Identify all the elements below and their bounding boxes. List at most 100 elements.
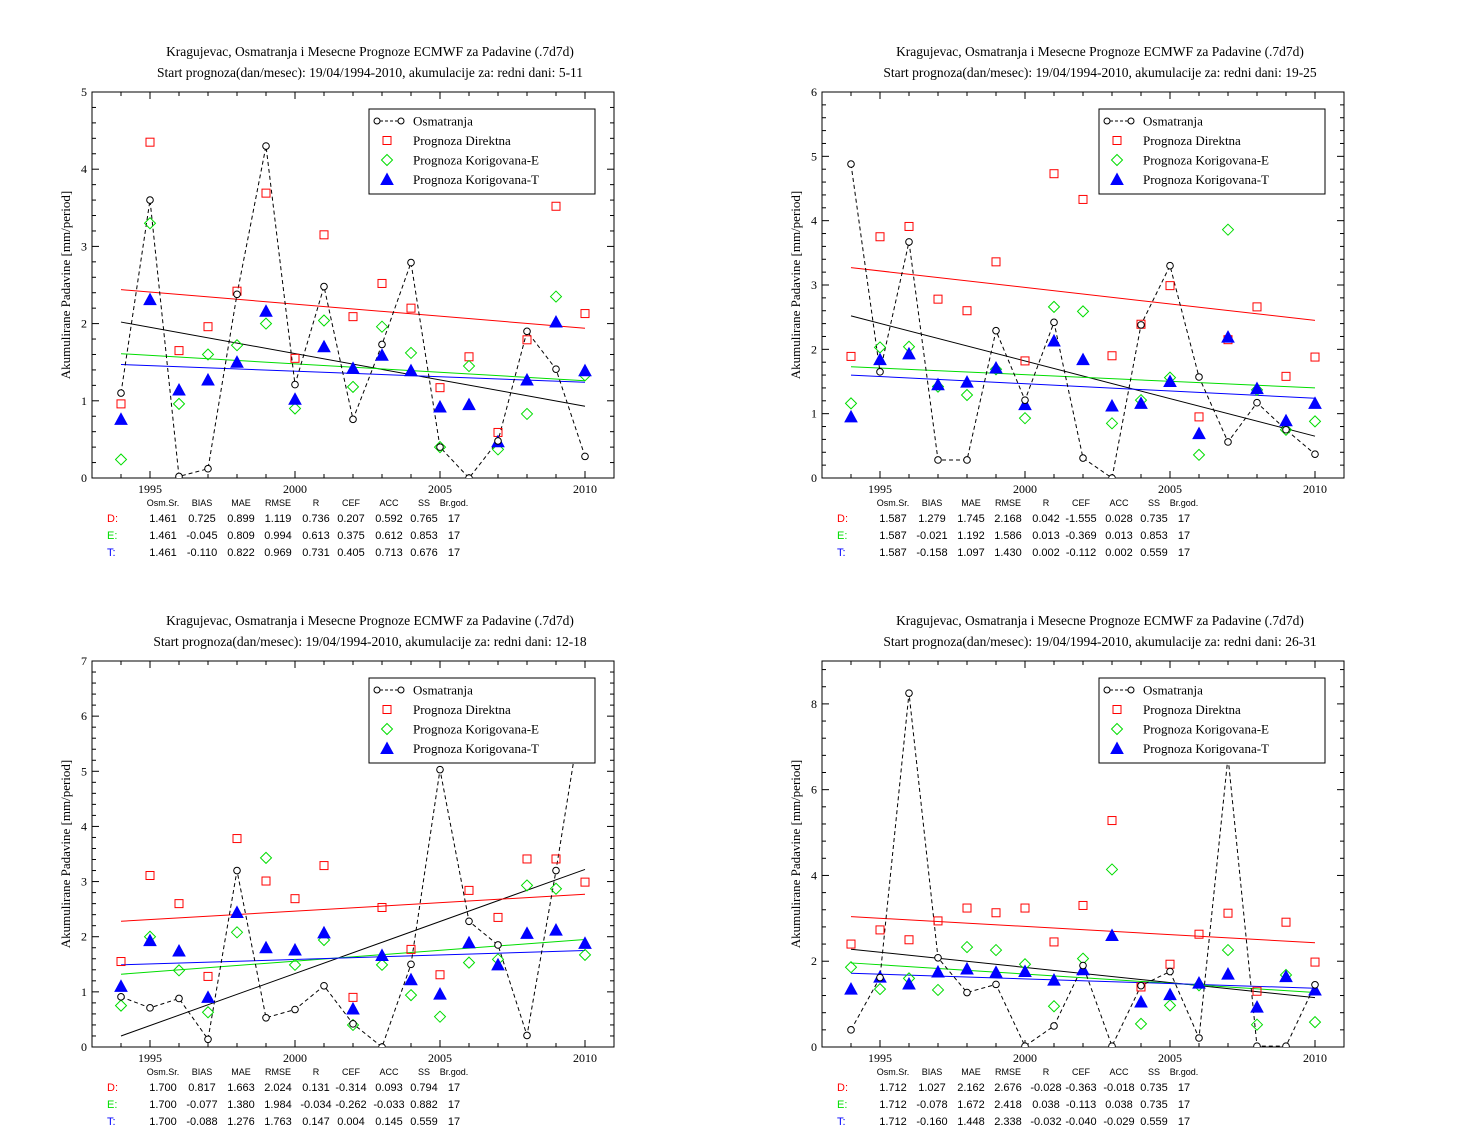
legend-marker-corr-t <box>380 741 394 754</box>
point-direct <box>1281 917 1291 927</box>
chart-title: Kragujevac, Osmatranja i Mesecne Prognoz… <box>166 613 574 628</box>
point-corr-t <box>1163 987 1177 1001</box>
point-obs <box>552 866 560 875</box>
stat-header: CEF <box>342 1067 361 1077</box>
point-corr-t <box>375 948 389 961</box>
point-direct <box>1194 929 1204 939</box>
stat-header: CEF <box>342 498 361 508</box>
stat-header: R <box>1043 1067 1050 1077</box>
x-tick-label: 1995 <box>138 482 162 496</box>
point-direct <box>435 970 445 980</box>
point-corr-e <box>114 453 128 466</box>
point-obs <box>934 456 942 464</box>
point-obs <box>204 464 212 473</box>
stat-header: Osm.Sr. <box>147 498 180 508</box>
point-corr-e <box>172 397 186 411</box>
stat-header: ACC <box>1109 1067 1129 1077</box>
stat-value: 0.559 <box>410 1116 438 1128</box>
point-obs <box>1079 454 1087 462</box>
point-corr-e <box>1047 300 1061 314</box>
stat-row-label: E: <box>107 530 117 542</box>
stat-header: MAE <box>961 498 981 508</box>
y-tick-label: 5 <box>811 149 817 163</box>
stat-value: -0.032 <box>1030 1116 1061 1128</box>
point-direct <box>1020 903 1030 913</box>
legend-label: Prognoza Korigovana-T <box>1143 172 1269 187</box>
trend-line-direct <box>120 289 586 329</box>
point-obs <box>262 142 270 150</box>
point-corr-t <box>989 965 1003 978</box>
stat-row-label: E: <box>107 1099 117 1111</box>
stat-value: 0.004 <box>337 1116 365 1128</box>
point-corr-e <box>1134 1017 1148 1031</box>
point-direct <box>290 353 300 363</box>
point-direct <box>319 861 329 871</box>
point-direct <box>1107 351 1117 361</box>
point-obs <box>1137 981 1145 990</box>
point-direct <box>1310 352 1320 362</box>
point-corr-e <box>844 397 858 410</box>
trend-line-corr_t <box>120 950 586 966</box>
point-corr-t <box>1076 352 1090 366</box>
point-obs <box>436 443 444 451</box>
y-tick-label: 6 <box>81 709 87 723</box>
point-corr-e <box>989 363 1003 376</box>
stat-header: R <box>313 498 320 508</box>
stat-value: 0.735 <box>1140 1082 1168 1094</box>
stat-value: 1.097 <box>957 547 985 559</box>
point-corr-e <box>230 339 244 352</box>
point-obs <box>1137 321 1145 329</box>
point-obs <box>1050 1022 1058 1030</box>
x-tick-label: 1995 <box>868 482 892 496</box>
stat-value: 0.676 <box>410 547 438 559</box>
y-tick-label: 4 <box>81 162 87 176</box>
point-corr-t <box>404 363 418 377</box>
point-corr-t <box>288 942 302 956</box>
stat-value: 1.461 <box>149 547 177 559</box>
stat-value: 0.207 <box>337 513 365 525</box>
point-corr-t <box>1250 1000 1264 1013</box>
point-corr-t <box>230 355 244 368</box>
point-direct <box>875 925 885 935</box>
y-tick-label: 2 <box>811 954 817 968</box>
stat-header: BIAS <box>922 1067 943 1077</box>
series-line-obs <box>850 163 1316 478</box>
legend-marker-obs <box>1103 686 1111 694</box>
legend-label: Prognoza Korigovana-E <box>413 722 539 737</box>
point-direct <box>1252 302 1262 312</box>
point-obs <box>992 980 1000 989</box>
point-obs <box>436 765 444 774</box>
stat-value: 0.713 <box>375 547 403 559</box>
legend-marker-obs <box>397 117 405 125</box>
point-obs <box>581 452 589 461</box>
stat-header: Osm.Sr. <box>877 498 910 508</box>
stat-value: 17 <box>448 1116 460 1128</box>
x-tick-label: 2005 <box>428 482 452 496</box>
stat-value: -0.021 <box>916 530 947 542</box>
point-corr-t <box>404 972 418 986</box>
y-tick-label: 0 <box>81 1040 87 1054</box>
point-direct <box>261 876 271 886</box>
point-obs <box>1021 396 1029 404</box>
stat-value: 1.587 <box>879 530 907 542</box>
stat-value: 0.145 <box>375 1116 403 1128</box>
stat-value: 0.725 <box>188 513 216 525</box>
stat-row-label: D: <box>837 513 848 525</box>
x-tick-label: 2000 <box>1013 482 1037 496</box>
stat-value: 0.736 <box>302 513 330 525</box>
point-obs <box>320 282 328 291</box>
stat-header: BIAS <box>192 498 213 508</box>
stat-value: -0.078 <box>916 1099 947 1111</box>
point-corr-e <box>549 882 563 895</box>
stat-value: 1.430 <box>994 547 1022 559</box>
stat-value: 1.984 <box>264 1099 292 1111</box>
legend-marker-direct <box>382 136 392 145</box>
point-obs <box>1311 981 1319 989</box>
point-corr-e <box>259 851 273 865</box>
point-corr-e <box>288 402 302 415</box>
y-tick-label: 1 <box>81 985 87 999</box>
point-corr-t <box>1250 381 1264 395</box>
stat-value: 0.405 <box>337 547 365 559</box>
point-corr-t <box>549 923 563 936</box>
point-corr-e <box>114 999 128 1012</box>
